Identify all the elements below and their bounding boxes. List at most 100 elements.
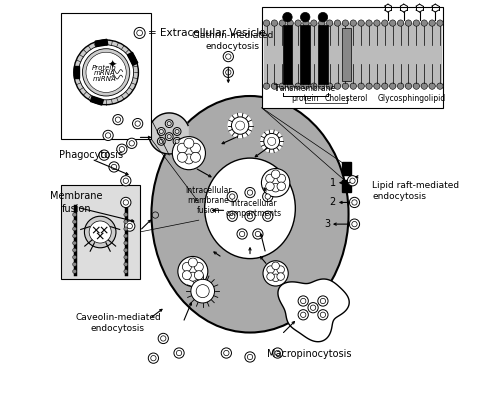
- Circle shape: [318, 310, 328, 320]
- Circle shape: [109, 162, 119, 172]
- Circle shape: [429, 20, 436, 26]
- Circle shape: [191, 279, 214, 303]
- Circle shape: [72, 262, 76, 266]
- Circle shape: [310, 305, 316, 310]
- Text: ✦: ✦: [108, 60, 116, 70]
- Circle shape: [298, 296, 308, 306]
- Circle shape: [175, 139, 179, 143]
- Bar: [74, 66, 79, 78]
- Circle shape: [318, 83, 325, 89]
- Circle shape: [106, 133, 110, 138]
- Circle shape: [165, 119, 173, 127]
- Circle shape: [272, 348, 282, 358]
- Circle shape: [190, 143, 200, 153]
- Text: Macropinocytosis: Macropinocytosis: [267, 349, 351, 359]
- Circle shape: [272, 274, 280, 281]
- Circle shape: [190, 152, 200, 162]
- Circle shape: [224, 351, 229, 356]
- Bar: [262, 7, 443, 108]
- Circle shape: [342, 20, 348, 26]
- Circle shape: [129, 141, 134, 146]
- Circle shape: [132, 118, 143, 129]
- Circle shape: [366, 20, 372, 26]
- Circle shape: [277, 266, 284, 274]
- Circle shape: [151, 355, 156, 361]
- Text: 1: 1: [330, 178, 336, 188]
- Circle shape: [390, 83, 396, 89]
- Circle shape: [275, 351, 280, 356]
- Circle shape: [262, 211, 273, 222]
- Circle shape: [303, 20, 309, 26]
- Circle shape: [78, 45, 134, 100]
- Circle shape: [268, 137, 276, 145]
- Circle shape: [253, 229, 263, 239]
- Circle shape: [134, 27, 145, 39]
- Circle shape: [421, 20, 428, 26]
- Circle shape: [120, 175, 131, 186]
- Circle shape: [226, 70, 231, 75]
- Circle shape: [188, 258, 198, 267]
- Text: 2: 2: [330, 197, 336, 208]
- Circle shape: [298, 310, 308, 320]
- Circle shape: [300, 298, 306, 304]
- Bar: [61, 13, 152, 139]
- Text: miRNA: miRNA: [92, 76, 116, 82]
- Text: Transmembrane
protein: Transmembrane protein: [274, 84, 336, 103]
- Circle shape: [295, 20, 301, 26]
- Circle shape: [173, 137, 181, 145]
- Circle shape: [160, 336, 166, 341]
- Circle shape: [72, 241, 76, 245]
- Circle shape: [124, 234, 128, 238]
- Circle shape: [320, 312, 326, 318]
- Circle shape: [135, 121, 140, 126]
- Circle shape: [334, 20, 340, 26]
- Circle shape: [160, 129, 164, 133]
- Text: Protein: Protein: [92, 65, 116, 71]
- Circle shape: [194, 262, 203, 272]
- Ellipse shape: [152, 96, 348, 333]
- Circle shape: [279, 20, 285, 26]
- Bar: [282, 25, 292, 84]
- Circle shape: [123, 200, 128, 205]
- Circle shape: [398, 20, 404, 26]
- Circle shape: [72, 227, 76, 231]
- Circle shape: [124, 220, 128, 224]
- Text: Glycosphingolipid: Glycosphingolipid: [378, 94, 446, 103]
- Text: Lipid raft-mediated
endocytosis: Lipid raft-mediated endocytosis: [372, 181, 460, 200]
- Circle shape: [282, 12, 292, 22]
- Circle shape: [303, 83, 309, 89]
- Bar: [318, 25, 328, 84]
- Polygon shape: [278, 279, 349, 342]
- Bar: [128, 52, 138, 66]
- Circle shape: [358, 20, 364, 26]
- Text: Phagocytosis: Phagocytosis: [60, 150, 124, 160]
- Circle shape: [310, 83, 317, 89]
- Circle shape: [272, 83, 278, 89]
- Circle shape: [148, 353, 158, 363]
- Circle shape: [194, 271, 203, 279]
- Circle shape: [398, 83, 404, 89]
- Circle shape: [158, 333, 168, 343]
- Circle shape: [82, 49, 130, 96]
- Circle shape: [123, 178, 128, 183]
- Circle shape: [72, 213, 76, 217]
- Circle shape: [437, 83, 443, 89]
- Text: Cholesterol: Cholesterol: [325, 94, 368, 103]
- Text: Clathrin-mediated
endocytosis: Clathrin-mediated endocytosis: [191, 31, 274, 51]
- Circle shape: [267, 266, 274, 274]
- Circle shape: [326, 20, 333, 26]
- Circle shape: [437, 20, 443, 26]
- Circle shape: [176, 351, 182, 356]
- Circle shape: [350, 197, 360, 208]
- Circle shape: [263, 261, 288, 286]
- Circle shape: [72, 234, 76, 238]
- Circle shape: [272, 20, 278, 26]
- Circle shape: [374, 83, 380, 89]
- Circle shape: [266, 182, 274, 191]
- Circle shape: [366, 83, 372, 89]
- Circle shape: [124, 227, 128, 231]
- Circle shape: [318, 20, 325, 26]
- Circle shape: [264, 133, 280, 149]
- Text: Intracellular
membrane
fusion: Intracellular membrane fusion: [186, 185, 232, 215]
- Circle shape: [232, 117, 249, 134]
